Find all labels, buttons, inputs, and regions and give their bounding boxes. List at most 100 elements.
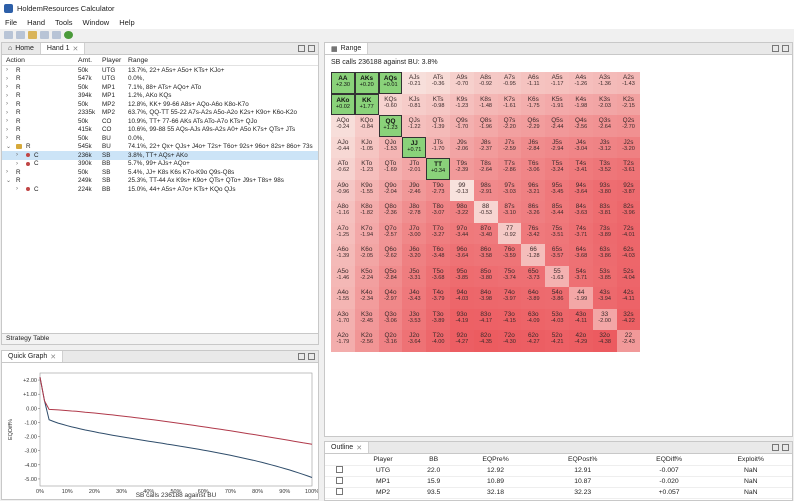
maximize-icon[interactable] [308, 45, 315, 52]
hand-cell[interactable]: J9s -2.06 [449, 136, 474, 158]
hand-cell[interactable]: Q7s -2.20 [497, 115, 522, 137]
expand-chevron-icon[interactable]: › [6, 84, 8, 91]
hand-cell[interactable]: 87o -3.40 [473, 222, 498, 244]
hand-cell[interactable]: 72s -4.01 [616, 222, 641, 244]
hand-cell[interactable]: 42o -4.29 [568, 330, 593, 352]
hand-cell[interactable]: 92o -4.27 [449, 330, 474, 352]
hand-cell[interactable]: J3o -3.53 [402, 308, 427, 330]
hand-cell[interactable]: QTs -1.39 [426, 115, 450, 137]
menu-window[interactable]: Window [82, 18, 110, 27]
range-minimize-icon[interactable] [772, 45, 779, 52]
hand-cell[interactable]: J6s -2.84 [521, 136, 546, 158]
hand-cell[interactable]: Q5o -2.84 [378, 265, 403, 287]
hand-cell[interactable]: K3s -2.03 [592, 93, 617, 115]
expand-chevron-icon[interactable]: › [6, 135, 8, 142]
hand-cell[interactable]: Q3s -2.64 [592, 115, 617, 137]
action-row[interactable]: › R 50k SB 5.4%, JJ+ K8s K6s K7o-K9o Q9s-Q8s [2, 168, 318, 177]
hand-cell[interactable]: A7s -0.95 [497, 72, 522, 94]
hand-cell[interactable]: 63o -4.09 [521, 308, 546, 330]
hand-cell[interactable]: 97o -3.44 [449, 222, 474, 244]
hand-cell[interactable]: ATs -0.36 [426, 72, 450, 94]
hand-cell[interactable]: 43s -3.94 [592, 287, 617, 309]
hand-cell[interactable]: K9s -1.23 [449, 93, 474, 115]
hand-cell[interactable]: 85s -3.44 [545, 201, 569, 223]
hand-cell[interactable]: A5o -1.46 [331, 265, 355, 287]
hand-cell[interactable]: 53s -3.85 [592, 265, 617, 287]
action-row[interactable]: › R 50k BU 0.0%, [2, 134, 318, 143]
hand-cell[interactable]: 64s -3.68 [568, 244, 593, 266]
hand-cell[interactable]: Q2o -3.16 [378, 330, 403, 352]
outline-maximize-icon[interactable] [782, 444, 789, 451]
hand-cell[interactable]: TT +0.34 [426, 158, 450, 180]
expand-chevron-icon[interactable]: › [6, 92, 8, 99]
hand-cell[interactable]: 75s -3.51 [545, 222, 569, 244]
hand-cell[interactable]: 98o -3.22 [449, 201, 474, 223]
hand-cell[interactable]: J7s -2.59 [497, 136, 522, 158]
expand-chevron-icon[interactable]: › [6, 118, 8, 125]
hand-cell[interactable]: 53o -4.03 [545, 308, 569, 330]
hand-cell[interactable]: T9o -2.73 [426, 179, 450, 201]
hand-cell[interactable]: J6o -3.20 [402, 244, 427, 266]
hand-cell[interactable]: A3o -1.70 [331, 308, 355, 330]
hand-cell[interactable]: T9s -2.39 [449, 158, 474, 180]
hand-cell[interactable]: A4o -1.55 [331, 287, 355, 309]
hand-cell[interactable]: 83o -4.17 [473, 308, 498, 330]
hand-cell[interactable]: 55 -1.63 [545, 265, 569, 287]
hand-cell[interactable]: Q3o -3.06 [378, 308, 403, 330]
hand-cell[interactable]: 88 -0.53 [473, 201, 498, 223]
hand-cell[interactable]: Q8o -2.36 [378, 201, 403, 223]
hand-cell[interactable]: 97s -3.03 [497, 179, 522, 201]
hand-cell[interactable]: K6s -1.75 [521, 93, 546, 115]
hand-cell[interactable]: T7o -3.27 [426, 222, 450, 244]
hand-cell[interactable]: T5o -3.68 [426, 265, 450, 287]
run-icon[interactable] [64, 31, 73, 39]
hand-cell[interactable]: Q4o -2.97 [378, 287, 403, 309]
hand-cell[interactable]: 87s -3.10 [497, 201, 522, 223]
tab-range[interactable]: ▦ Range [325, 43, 369, 54]
hand-cell[interactable]: T5s -3.24 [545, 158, 569, 180]
hand-cell[interactable]: A9s -0.70 [449, 72, 474, 94]
header-amt[interactable]: Amt. [78, 56, 92, 64]
outline-row[interactable]: MP2 93.5 32.18 32.23 +0.057 NaN [325, 487, 792, 499]
hand-cell[interactable]: 84s -3.63 [568, 201, 593, 223]
graph-maximize-icon[interactable] [308, 353, 315, 360]
hand-cell[interactable]: 82s -3.96 [616, 201, 641, 223]
hand-cell[interactable]: AKo +0.02 [331, 93, 355, 115]
hand-cell[interactable]: 99 -0.13 [449, 179, 474, 201]
hand-cell[interactable]: AQs +0.01 [378, 72, 403, 94]
hand-cell[interactable]: JTo -2.01 [402, 158, 427, 180]
header-player[interactable]: Player [102, 56, 122, 64]
hand-cell[interactable]: QQ +1.23 [378, 115, 403, 137]
hand-cell[interactable]: Q4s -2.56 [568, 115, 593, 137]
hand-cell[interactable]: 66 -1.28 [521, 244, 546, 266]
hand-cell[interactable]: A3s -1.36 [592, 72, 617, 94]
hand-cell[interactable]: 76s -3.42 [521, 222, 546, 244]
expand-chevron-icon[interactable]: › [6, 67, 8, 74]
action-row[interactable]: › R 50k UTG 13.7%, 22+ A5s+ A5o+ KTs+ KJo+ [2, 66, 318, 75]
hand-cell[interactable]: Q2s -2.70 [616, 115, 641, 137]
expand-chevron-icon[interactable]: › [16, 160, 18, 167]
graph-minimize-icon[interactable] [298, 353, 305, 360]
hand-cell[interactable]: 96o -3.64 [449, 244, 474, 266]
action-row[interactable]: › C 236k SB 3.8%, TT+ AQs+ AKo [2, 151, 318, 160]
hand-cell[interactable]: J5s -2.94 [545, 136, 569, 158]
hand-cell[interactable]: K5o -2.24 [354, 265, 379, 287]
hand-cell[interactable]: ATo -0.62 [331, 158, 355, 180]
hand-cell[interactable]: J2s -3.20 [616, 136, 641, 158]
hand-cell[interactable]: 93o -4.19 [449, 308, 474, 330]
hand-cell[interactable]: J8o -2.78 [402, 201, 427, 223]
hand-cell[interactable]: 95o -3.85 [449, 265, 474, 287]
hand-cell[interactable]: K2s -2.15 [616, 93, 641, 115]
hand-cell[interactable]: T6s -3.06 [521, 158, 546, 180]
hand-cell[interactable]: Q9s -1.70 [449, 115, 474, 137]
header-action[interactable]: Action [6, 56, 25, 64]
outline-header-player[interactable]: Player [353, 454, 414, 466]
tab-home[interactable]: ⌂ Home [2, 43, 41, 54]
hand-cell[interactable]: 65s -3.57 [545, 244, 569, 266]
hand-cell[interactable]: J3s -3.12 [592, 136, 617, 158]
new-hand-icon[interactable] [16, 31, 25, 39]
hand-cell[interactable]: Q5s -2.44 [545, 115, 569, 137]
hand-cell[interactable]: 96s -3.21 [521, 179, 546, 201]
hand-cell[interactable]: 54s -3.71 [568, 265, 593, 287]
hand-cell[interactable]: 43o -4.11 [568, 308, 593, 330]
